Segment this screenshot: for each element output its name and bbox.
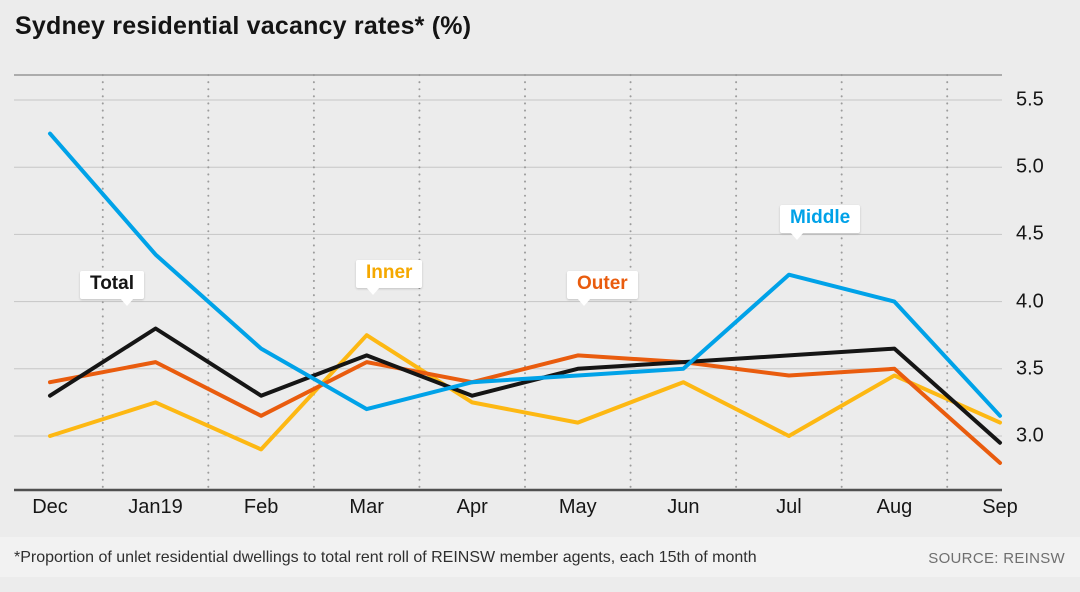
series-line-total xyxy=(48,326,1002,445)
x-axis-label-may: May xyxy=(558,496,597,518)
x-axis-label-jun: Jun xyxy=(667,496,700,518)
x-axis-label-mar: Mar xyxy=(349,496,384,518)
y-axis-label-4.5: 4.5 xyxy=(1016,222,1044,245)
x-axis-label-aug: Aug xyxy=(876,496,913,518)
footer-band xyxy=(0,537,1080,577)
y-axis-label-3.0: 3.0 xyxy=(1016,424,1044,447)
y-axis-label-3.5: 3.5 xyxy=(1016,357,1044,380)
x-axis-label-dec: Dec xyxy=(32,496,68,518)
source-credit: SOURCE: REINSW xyxy=(928,550,1065,567)
chart-title: Sydney residential vacancy rates* (%) xyxy=(15,12,472,40)
inner-series-callout: Inner xyxy=(356,260,423,295)
middle-series-callout: Middle xyxy=(780,205,861,240)
x-axis-label-feb: Feb xyxy=(243,496,279,518)
x-axis-label-jul: Jul xyxy=(776,496,802,518)
outer-series-callout: Outer xyxy=(567,271,638,306)
series-line-outer xyxy=(48,353,1002,465)
series-line-inner xyxy=(48,333,1002,452)
series-line-middle xyxy=(48,131,1002,418)
x-axis-label-sep: Sep xyxy=(982,496,1018,518)
x-axis-label-jan19: Jan19 xyxy=(128,496,183,518)
y-axis-label-5.5: 5.5 xyxy=(1016,88,1044,111)
x-axis-label-apr: Apr xyxy=(456,496,488,518)
total-series-callout: Total xyxy=(80,271,144,306)
footnote: *Proportion of unlet residential dwellin… xyxy=(14,549,757,566)
y-axis-label-5.0: 5.0 xyxy=(1016,155,1044,178)
y-axis-label-4.0: 4.0 xyxy=(1016,290,1044,313)
